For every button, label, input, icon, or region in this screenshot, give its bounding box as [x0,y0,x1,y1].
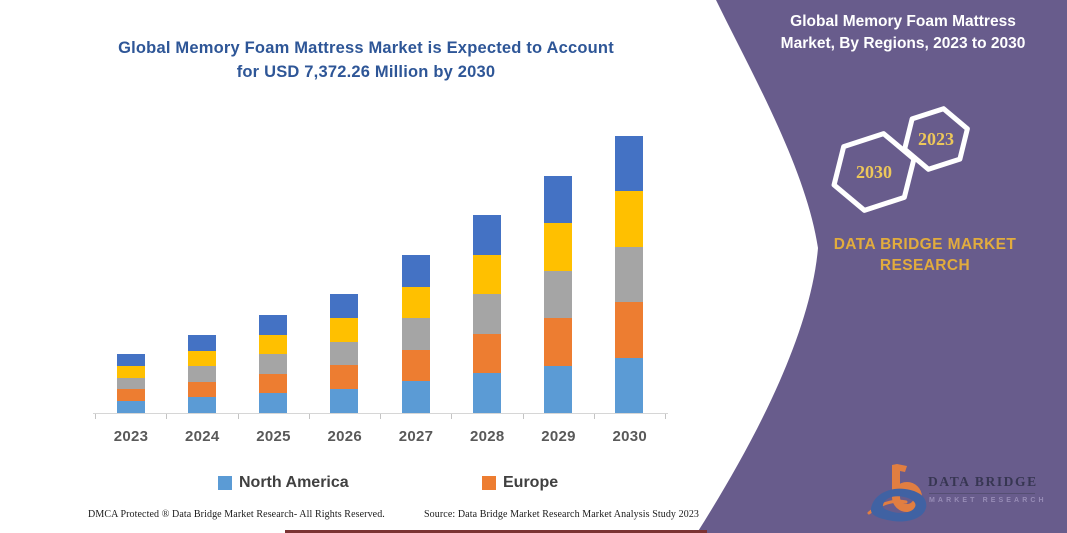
side-panel-title-line2: Market, By Regions, 2023 to 2030 [780,35,1026,52]
legend-item-north-america: North America [218,474,349,492]
bar-segment-unlabeled-dark-blue--2023 [116,354,145,366]
bar-segment-europe-2023 [116,389,145,402]
brand-line1: DATA BRIDGE MARKET [833,236,1017,253]
bar-segment-unlabeled-dark-blue--2027 [401,255,430,287]
chart-title-line1: Global Memory Foam Mattress Market is Ex… [118,39,614,57]
x-axis-tick [593,414,595,419]
logo-wordmark: DATA BRIDGE [928,474,1038,489]
brand-line2: RESEARCH [879,257,971,274]
bar-segment-north-america-2029 [544,365,573,413]
bar-segment-europe-2025 [259,373,288,394]
bar-segment-europe-2028 [472,333,501,374]
bar-segment-unlabeled-yellow--2028 [472,254,501,295]
bar-segment-europe-2026 [330,365,359,390]
x-axis-tick [451,414,453,419]
copyright-text: DMCA Protected ® Data Bridge Market Rese… [88,509,385,520]
bar-segment-unlabeled-yellow--2023 [116,365,145,378]
hexagon-2030-label: 2030 [856,162,892,182]
bar-segment-unlabeled-gray--2025 [259,354,288,374]
x-axis-label-2025: 2025 [256,428,291,445]
bar-segment-europe-2029 [544,318,573,366]
legend-swatch-icon [218,476,232,490]
hexagon-2030 [831,131,917,213]
bar-segment-europe-2027 [401,349,430,382]
bar-segment-unlabeled-yellow--2029 [544,223,573,271]
bar-segment-unlabeled-gray--2030 [615,246,644,303]
bar-segment-unlabeled-dark-blue--2026 [330,294,359,318]
bar-segment-unlabeled-dark-blue--2025 [259,315,288,335]
legend-label: North America [239,474,349,491]
bar-segment-unlabeled-gray--2029 [544,270,573,319]
bar-2023 [116,354,145,413]
bar-segment-north-america-2028 [472,373,501,413]
logo-tagline: MARKET RESEARCH [929,497,1047,504]
bar-2025 [259,315,288,413]
bar-segment-unlabeled-gray--2023 [116,377,145,390]
x-axis-label-2030: 2030 [612,428,648,445]
bar-segment-unlabeled-dark-blue--2029 [544,176,573,224]
bar-segment-unlabeled-dark-blue--2028 [472,215,501,255]
x-axis-tick [522,414,524,419]
chart-title-line2: for USD 7,372.26 Million by 2030 [236,63,496,81]
source-text: Source: Data Bridge Market Research Mark… [424,509,700,520]
x-axis-label-2028: 2028 [469,428,505,445]
chart-legend: North America Europe [0,474,707,496]
bar-segment-north-america-2025 [259,393,288,413]
logo-d-swoosh [870,488,927,522]
bar-2028 [472,215,501,413]
bar-segment-unlabeled-gray--2024 [187,366,216,382]
legend-item-europe: Europe [482,474,558,492]
bar-segment-north-america-2030 [615,357,644,413]
bar-2029 [544,176,573,413]
logo-orange-swoosh [867,499,908,515]
x-axis-label-2024: 2024 [184,428,220,445]
x-axis-tick [166,414,168,419]
bar-segment-unlabeled-gray--2027 [401,318,430,350]
logo-b-stem [892,464,907,499]
bar-segment-europe-2024 [187,381,216,398]
legend-label: Europe [503,474,559,491]
x-axis-line [93,413,668,414]
bar-segment-north-america-2024 [187,397,216,413]
logo-b-bowl [892,482,922,512]
bar-segment-unlabeled-gray--2028 [472,294,501,334]
bar-2030 [615,136,644,413]
bar-2024 [187,335,216,413]
hexagon-2023-label: 2023 [918,129,954,149]
hexagon-2023 [902,106,970,172]
stacked-bar-chart: 2023 2024 2025 2026 2027 2028 2029 2030 [93,136,668,445]
bar-segment-unlabeled-yellow--2030 [615,191,644,247]
x-axis-tick [380,414,381,419]
x-axis-label-2023: 2023 [113,428,149,445]
chart-title: Global Memory Foam Mattress Market is Ex… [75,36,657,84]
side-panel-title-line1: Global Memory Foam Mattress [790,13,1016,30]
x-axis-tick [308,414,310,419]
bottom-divider [285,530,707,533]
bar-segment-unlabeled-yellow--2025 [259,334,288,355]
side-panel-title: Global Memory Foam Mattress Market, By R… [742,11,1064,55]
bar-segment-unlabeled-gray--2026 [330,341,359,366]
bar-segment-europe-2030 [615,302,644,358]
x-axis-tick [95,414,96,419]
x-axis-label-2029: 2029 [541,428,576,445]
brand-name: DATA BRIDGE MARKET RESEARCH [805,234,1045,276]
bar-segment-unlabeled-yellow--2026 [330,317,359,342]
bar-segment-north-america-2026 [330,389,359,413]
x-axis-tick [665,414,666,419]
bar-segment-unlabeled-dark-blue--2030 [615,136,644,192]
logo-divider [929,493,1035,494]
x-axis-label-2026: 2026 [327,428,363,445]
bar-2026 [330,294,359,413]
bar-segment-north-america-2027 [401,381,430,413]
legend-swatch-icon [482,476,496,490]
bar-segment-unlabeled-yellow--2027 [401,286,430,319]
x-axis-label-2027: 2027 [398,428,434,445]
bar-2027 [401,255,430,413]
bar-segment-unlabeled-yellow--2024 [187,350,216,367]
bar-segment-north-america-2023 [116,401,145,413]
bar-segment-unlabeled-dark-blue--2024 [187,335,216,351]
x-axis-tick [237,414,239,419]
